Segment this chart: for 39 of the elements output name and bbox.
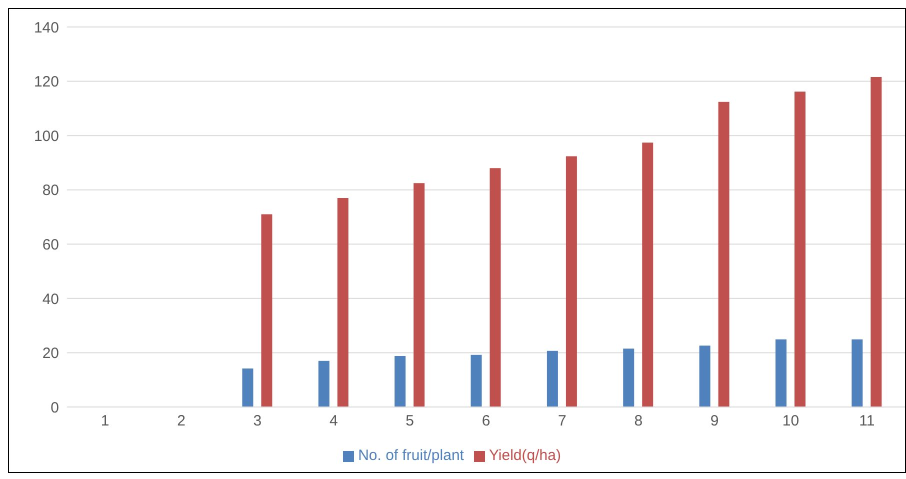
bar xyxy=(546,350,558,407)
bar xyxy=(794,92,806,407)
bar xyxy=(318,360,330,407)
x-tick-label: 6 xyxy=(482,412,490,430)
x-tick-label: 8 xyxy=(634,412,643,430)
y-tick-label: 100 xyxy=(34,128,59,145)
y-tick-label: 80 xyxy=(42,182,59,200)
x-tick-label: 1 xyxy=(100,412,110,430)
bar xyxy=(242,368,254,407)
x-tick-label: 3 xyxy=(253,412,262,430)
y-tick-label: 20 xyxy=(42,345,59,362)
y-tick-label: 40 xyxy=(42,290,59,308)
bar xyxy=(623,348,634,407)
bar xyxy=(470,354,482,407)
bar xyxy=(718,102,730,407)
x-tick-label: 4 xyxy=(329,412,338,430)
x-tick-label: 10 xyxy=(782,412,800,430)
y-tick-label: 60 xyxy=(42,236,59,254)
bar xyxy=(870,76,882,407)
legend-label: Yield(q/ha) xyxy=(488,447,561,464)
legend-label: No. of fruit/plant xyxy=(358,447,464,464)
y-tick-label: 140 xyxy=(34,19,59,36)
x-tick-label: 7 xyxy=(558,412,566,430)
x-tick-label: 9 xyxy=(710,412,719,430)
y-tick-label: 0 xyxy=(50,399,59,416)
bar xyxy=(642,142,654,407)
bar xyxy=(414,183,425,407)
bar xyxy=(852,339,863,407)
x-tick-label: 5 xyxy=(406,412,414,430)
x-tick-label: 11 xyxy=(859,412,875,430)
bar xyxy=(566,156,577,407)
bar xyxy=(394,356,406,407)
bar xyxy=(490,168,501,407)
y-tick-label: 120 xyxy=(34,74,59,91)
bar xyxy=(775,339,786,407)
bar xyxy=(699,346,710,407)
x-tick-label: 2 xyxy=(177,412,186,430)
bar xyxy=(337,198,348,407)
bar xyxy=(261,214,272,407)
